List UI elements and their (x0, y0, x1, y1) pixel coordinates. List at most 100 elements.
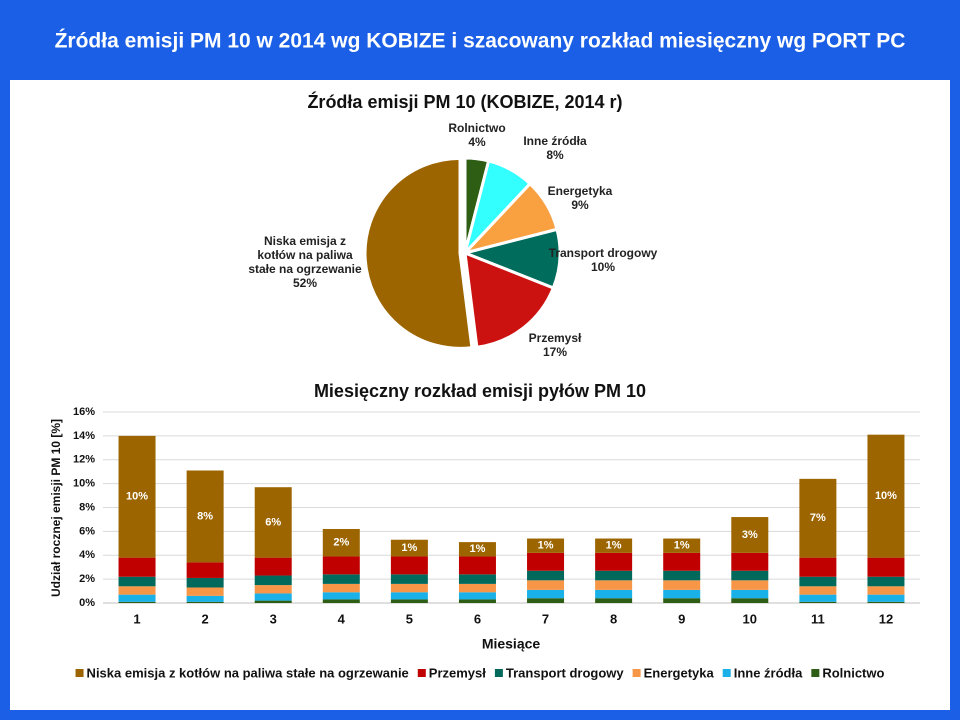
pie-category-label: Inne źródła (523, 134, 587, 148)
pie-value-label: 4% (468, 135, 486, 149)
bar-segment (867, 594, 905, 602)
y-tick-label: 14% (73, 430, 95, 442)
legend-label: Rolnictwo (822, 665, 884, 680)
pie-label-box: Energetyka 9% (520, 153, 640, 243)
bar-segment (186, 601, 224, 603)
legend-label: Energetyka (644, 665, 715, 680)
bar-segment (595, 598, 633, 603)
bar-segment (118, 586, 156, 595)
bar-value-label: 1% (401, 542, 417, 554)
bar-value-label: 8% (197, 510, 213, 522)
bar-segment (186, 577, 224, 588)
legend-label: Transport drogowy (506, 665, 625, 680)
bar-segment (322, 599, 360, 603)
pie-label-box: Inne źródła 8% (495, 103, 615, 193)
bar-segment (390, 574, 428, 584)
x-tick-label: 2 (202, 611, 209, 626)
pie-category-label: Niska emisja z kotłów na paliwa stałe na… (248, 234, 362, 276)
bar-value-label: 3% (742, 529, 758, 541)
x-tick-label: 12 (879, 611, 893, 626)
bar-segment (254, 593, 292, 601)
x-tick-label: 9 (678, 611, 685, 626)
pie-label: Niska emisja z kotłów na paliwa stałe na… (248, 234, 362, 290)
x-tick-label: 7 (542, 611, 549, 626)
y-tick-label: 6% (79, 525, 95, 537)
bar-segment (390, 539, 428, 557)
pie-label-box: Transport drogowy 10% (543, 215, 663, 305)
y-tick-label: 10% (73, 478, 95, 490)
bar-segment (663, 570, 701, 581)
bar-segment (799, 576, 837, 587)
pie-label-box: Rolnictwo 4% (417, 90, 537, 180)
pie-value-label: 8% (546, 148, 564, 162)
bar-segment (799, 586, 837, 595)
bar-value-label: 2% (333, 537, 349, 549)
bar-segment (867, 601, 905, 603)
bar-segment (867, 434, 905, 558)
y-tick-label: 12% (73, 454, 95, 466)
bar-segment (663, 552, 701, 571)
y-axis-title: Udział rocznej emisji PM 10 [%] (49, 419, 63, 597)
bar-value-label: 7% (810, 512, 826, 524)
bar-segment (390, 599, 428, 603)
bar-segment (663, 598, 701, 603)
legend-swatch (722, 669, 731, 677)
bar-segment (458, 556, 496, 575)
bar-segment (663, 580, 701, 590)
x-tick-label: 1 (133, 611, 140, 626)
bar-segment (254, 585, 292, 594)
bar-value-label: 6% (265, 516, 281, 528)
bar-segment (118, 576, 156, 587)
pie-value-label: 52% (292, 276, 318, 290)
bar-value-label: 1% (674, 540, 690, 552)
bar-segment (527, 538, 565, 553)
bar-segment (118, 557, 156, 577)
bar-title: Miesięczny rozkład emisji pyłów PM 10 (314, 381, 646, 401)
bar-segment (458, 542, 496, 557)
x-tick-label: 11 (811, 611, 825, 626)
bar-segment (663, 589, 701, 599)
x-tick-label: 5 (406, 611, 413, 626)
bar-segment (322, 583, 360, 593)
x-tick-label: 6 (474, 611, 481, 626)
bar-segment (118, 601, 156, 603)
bar-value-label: 1% (470, 543, 486, 555)
bar-segment (799, 594, 837, 602)
bar-segment (322, 528, 360, 557)
bar-segment (595, 589, 633, 599)
bar-segment (595, 538, 633, 553)
bar-segment (390, 556, 428, 575)
bar-segment (731, 517, 769, 553)
pie-value-label: 9% (571, 198, 589, 212)
pie-slice (363, 156, 474, 350)
pie-category-label: Przemysł (528, 331, 582, 345)
bar-segment (254, 557, 292, 576)
bar-segment (731, 552, 769, 571)
bar-segment (595, 580, 633, 590)
x-tick-label: 10 (743, 611, 757, 626)
x-tick-label: 8 (610, 611, 617, 626)
legend-label: Niska emisja z kotłów na paliwa stałe na… (87, 665, 409, 680)
bar-segment (731, 589, 769, 599)
y-tick-label: 2% (79, 573, 95, 585)
y-tick-label: 0% (79, 597, 95, 609)
bar-segment (254, 600, 292, 603)
bar-segment (322, 592, 360, 600)
bar-segment (458, 592, 496, 600)
bar-segment (390, 583, 428, 593)
bar-segment (799, 601, 837, 603)
pie-category-label: Transport drogowy (548, 246, 658, 260)
bar-segment (458, 574, 496, 584)
bar-segment (527, 598, 565, 603)
bar-segment (867, 586, 905, 595)
bar-segment (527, 580, 565, 590)
bar-segment (458, 583, 496, 593)
bar-segment (322, 574, 360, 584)
y-tick-label: 8% (79, 501, 95, 513)
bar-segment (186, 470, 224, 563)
